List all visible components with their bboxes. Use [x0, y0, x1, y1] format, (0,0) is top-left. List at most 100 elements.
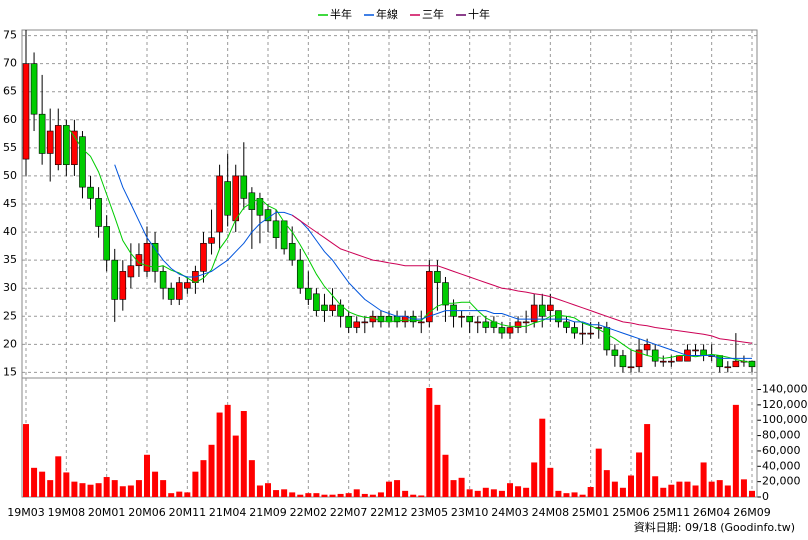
volume-bar: [256, 485, 263, 497]
y2-tick-label: 60,000: [762, 444, 801, 457]
candle-body: [232, 175, 240, 222]
volume-bar: [708, 481, 715, 497]
candle-body: [466, 315, 473, 323]
volume-bar: [458, 477, 465, 497]
x-tick-label: 25M11: [653, 506, 691, 519]
x-tick-label: 22M02: [290, 506, 328, 519]
candle-body: [547, 304, 554, 311]
volume-bar: [192, 471, 199, 497]
volume-bar: [216, 412, 223, 497]
y-tick-label: 20: [3, 337, 17, 350]
candle-body: [159, 271, 167, 289]
y-tick-label: 40: [3, 225, 17, 238]
volume-bar: [289, 492, 296, 497]
legend-label: 年線: [376, 7, 398, 21]
volume-bar: [95, 483, 102, 497]
volume-bar: [660, 487, 667, 497]
volume-bar: [692, 485, 699, 497]
candle-body: [353, 321, 361, 328]
candle-body: [474, 321, 482, 324]
y2-tick-label: 20,000: [762, 475, 801, 488]
candle-body: [458, 315, 465, 318]
volume-bar: [652, 476, 659, 497]
x-tick-label: 21M09: [249, 506, 287, 519]
volume-bar: [515, 486, 522, 497]
x-tick-label: 25M06: [612, 506, 650, 519]
volume-bar: [321, 494, 328, 497]
x-tick-label: 24M08: [532, 506, 570, 519]
volume-bar: [79, 483, 86, 497]
x-tick-label: 24M03: [491, 506, 529, 519]
volume-bar: [369, 494, 376, 497]
candle-body: [659, 360, 667, 363]
volume-bar: [71, 481, 78, 497]
volume-bar: [418, 495, 425, 497]
volume-bar: [466, 489, 473, 497]
y-tick-label: 35: [3, 253, 17, 266]
candle-body: [700, 349, 707, 356]
volume-bar: [224, 404, 231, 497]
candle-body: [724, 366, 732, 369]
x-tick-label: 26M04: [693, 506, 731, 519]
volume-bar: [281, 489, 288, 497]
candle-body: [668, 360, 675, 363]
volume-bar: [361, 493, 368, 497]
y-tick-label: 25: [3, 309, 17, 322]
candle-body: [71, 130, 78, 166]
volume-bar: [135, 480, 142, 497]
volume-bar: [595, 448, 602, 497]
legend-label: 三年: [422, 7, 444, 21]
candle-body: [603, 327, 611, 351]
ma-line: [291, 214, 753, 344]
volume-bar: [579, 494, 586, 497]
volume-bar: [724, 485, 731, 497]
candle-body: [611, 349, 619, 356]
legend-label: 半年: [330, 7, 352, 21]
candle-body: [345, 315, 352, 328]
y2-tick-label: 40,000: [762, 459, 801, 472]
volume-bar: [603, 470, 610, 497]
candle-body: [54, 125, 62, 166]
candle-body: [417, 321, 425, 324]
y-tick-label: 15: [3, 365, 17, 378]
volume-bar: [716, 480, 723, 497]
x-tick-label: 19M03: [7, 506, 45, 519]
volume-bar: [119, 486, 126, 497]
y2-tick-label: 100,000: [762, 413, 808, 426]
volume-bar: [555, 490, 562, 497]
candle-body: [46, 130, 54, 154]
candle-body: [506, 327, 514, 334]
candle-body: [571, 327, 578, 334]
volume-bar: [160, 480, 167, 497]
candle-body: [272, 220, 280, 238]
candle-body: [627, 366, 635, 369]
volume-bar: [127, 485, 134, 497]
volume-bar: [103, 477, 110, 497]
volume-bar: [377, 492, 384, 497]
volume-bar: [740, 479, 747, 497]
volume-bar: [442, 454, 449, 497]
volume-bar: [184, 492, 191, 497]
candle-body: [95, 198, 102, 227]
candle-body: [498, 327, 506, 334]
candle-body: [530, 304, 538, 323]
volume-bar: [700, 462, 707, 497]
candle-body: [184, 282, 191, 289]
volume-bar: [39, 471, 46, 497]
volume-bar: [547, 467, 554, 497]
x-tick-label: 23M10: [451, 506, 489, 519]
volume-bar: [539, 418, 546, 497]
volume-bar: [571, 492, 578, 497]
volume-bar: [490, 489, 497, 497]
candle-body: [280, 220, 288, 250]
candle-body: [426, 271, 433, 323]
candle-body: [305, 287, 312, 300]
volume-bar: [636, 452, 643, 497]
volume-bar: [87, 484, 94, 497]
candle-body: [208, 237, 215, 244]
volume-bar: [523, 487, 530, 497]
candle-body: [514, 321, 522, 328]
legend-label: 十年: [468, 7, 490, 21]
candle-body: [296, 259, 304, 289]
y-tick-label: 45: [3, 197, 17, 210]
